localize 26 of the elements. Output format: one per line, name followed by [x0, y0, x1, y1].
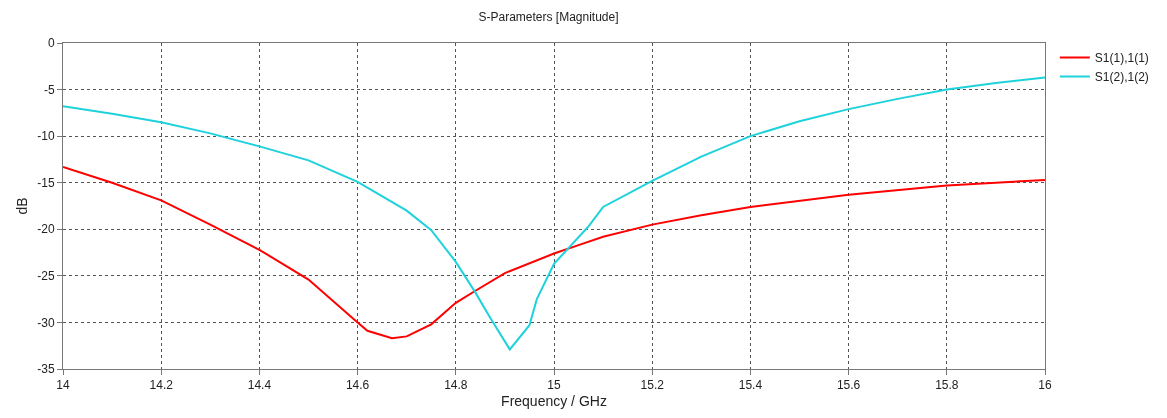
- x-tick-label: 15.2: [640, 378, 665, 393]
- x-tick-label: 16: [1038, 378, 1052, 393]
- x-tick-label: 14.2: [149, 378, 174, 393]
- y-tick-label: -5: [43, 82, 55, 97]
- x-axis-title: Frequency / GHz: [501, 392, 607, 409]
- y-axis-title: dB: [13, 197, 30, 215]
- y-tick-label: -15: [37, 175, 55, 190]
- y-tick-label: -25: [37, 269, 55, 284]
- x-tick-label: 14.4: [247, 378, 272, 393]
- y-tick-label: 0: [47, 36, 55, 51]
- legend-label: S1(2),1(2): [1094, 70, 1149, 85]
- y-tick-label: -30: [37, 315, 55, 330]
- x-tick-label: 14.8: [444, 378, 468, 393]
- line-series: [63, 76, 1045, 351]
- chart-title: S-Parameters [Magnitude]: [478, 9, 619, 24]
- x-tick-label: 14.6: [345, 378, 370, 393]
- legend-label: S1(1),1(1): [1094, 51, 1149, 66]
- y-tick-label: -35: [37, 362, 55, 377]
- y-tick-label: -10: [37, 129, 55, 144]
- line-series: [63, 165, 1045, 340]
- x-tick-label: 14: [56, 378, 70, 393]
- x-tick-label: 15.6: [836, 378, 861, 393]
- x-tick-label: 15.8: [935, 378, 959, 393]
- y-tick-label: -20: [37, 222, 55, 237]
- x-tick-label: 15.4: [738, 378, 763, 393]
- x-tick-label: 15: [547, 378, 561, 393]
